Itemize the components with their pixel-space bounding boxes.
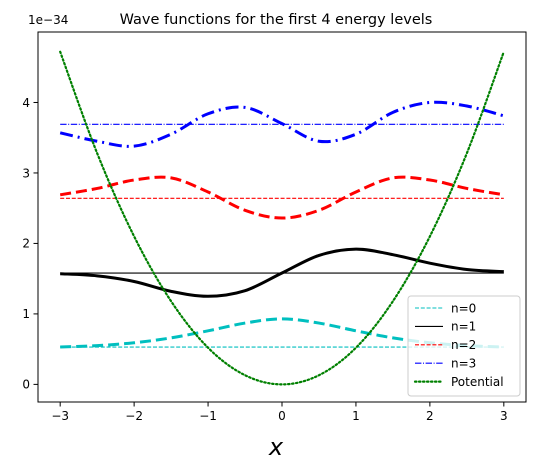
x-tick-label: −2 <box>125 409 143 423</box>
x-tick-label: 2 <box>426 409 434 423</box>
x-tick-label: 3 <box>500 409 508 423</box>
legend-label: n=2 <box>451 338 476 352</box>
y-axis: 0 1 2 3 4 <box>22 96 38 392</box>
legend-label: n=1 <box>451 320 476 334</box>
x-tick-label: 0 <box>278 409 286 423</box>
wave-function-curve-3 <box>60 177 504 218</box>
y-tick-label: 3 <box>22 166 30 180</box>
legend-label: Potential <box>451 375 504 389</box>
y-offset-text: 1e−34 <box>28 13 68 27</box>
x-tick-label: 1 <box>352 409 360 423</box>
y-tick-label: 1 <box>22 307 30 321</box>
x-axis-label: x <box>268 433 284 461</box>
y-tick-label: 0 <box>22 378 30 392</box>
y-tick-label: 2 <box>22 237 30 251</box>
x-tick-label: −1 <box>199 409 217 423</box>
x-axis: −3 −2 −1 0 1 2 3 <box>51 402 507 423</box>
x-tick-label: −3 <box>51 409 69 423</box>
y-tick-label: 4 <box>22 96 30 110</box>
legend-label: n=3 <box>451 357 476 371</box>
legend-label: n=0 <box>451 301 476 315</box>
legend: n=0 n=1 n=2 n=3 Potential <box>408 296 520 396</box>
chart-title: Wave functions for the first 4 energy le… <box>120 12 433 28</box>
